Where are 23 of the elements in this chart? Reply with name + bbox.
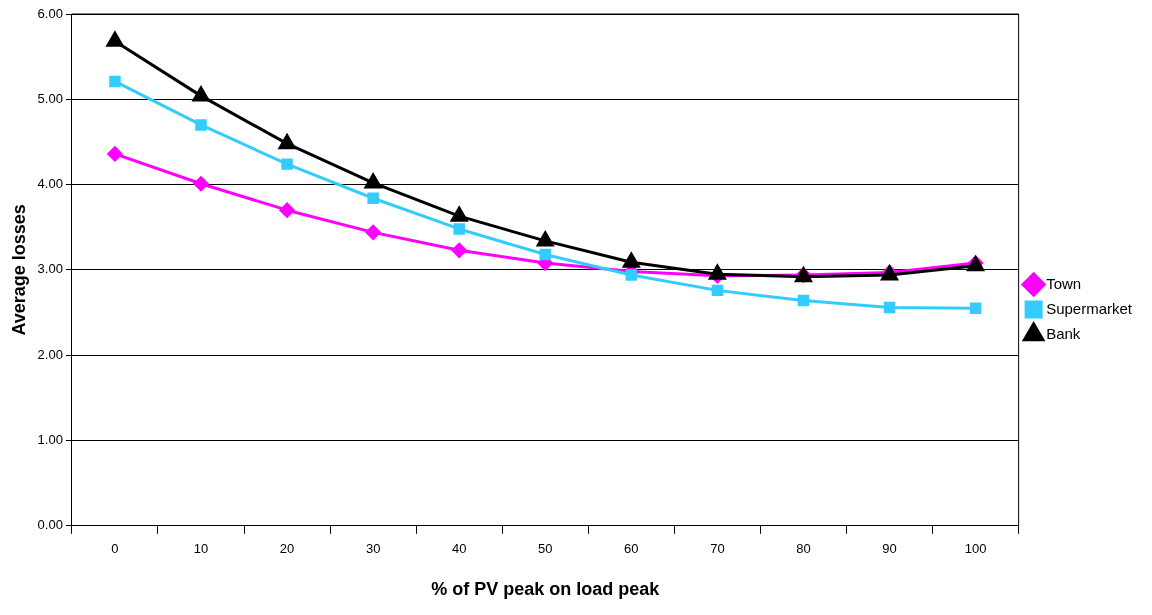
y-tick-label: 2.00 <box>37 346 63 362</box>
x-tick-label: 10 <box>193 541 209 557</box>
y-tick-label: 6.00 <box>37 5 63 21</box>
y-tick-label: 5.00 <box>37 90 63 106</box>
x-tick-label: 80 <box>796 541 811 557</box>
legend-label: Bank <box>1046 324 1081 342</box>
y-tick-label: 0.00 <box>37 517 63 533</box>
x-tick-label: 40 <box>451 541 467 557</box>
x-tick-label: 30 <box>365 541 381 557</box>
legend-label: Town <box>1046 274 1082 292</box>
x-tick-label: 100 <box>964 541 987 557</box>
x-tick-label: 70 <box>710 541 725 557</box>
y-tick-label: 1.00 <box>37 432 63 448</box>
y-tick-label: 3.00 <box>37 261 63 277</box>
x-axis-title: % of PV peak on load peak <box>431 579 661 600</box>
legend-label: Supermarket <box>1046 299 1133 317</box>
x-tick-label: 60 <box>624 541 639 557</box>
x-tick-label: 50 <box>538 541 553 557</box>
x-tick-label: 0 <box>111 541 119 557</box>
x-tick-label: 20 <box>279 541 295 557</box>
y-axis-title: Average losses <box>8 204 29 336</box>
x-tick-label: 90 <box>882 541 897 557</box>
y-tick-label: 4.00 <box>37 176 63 192</box>
